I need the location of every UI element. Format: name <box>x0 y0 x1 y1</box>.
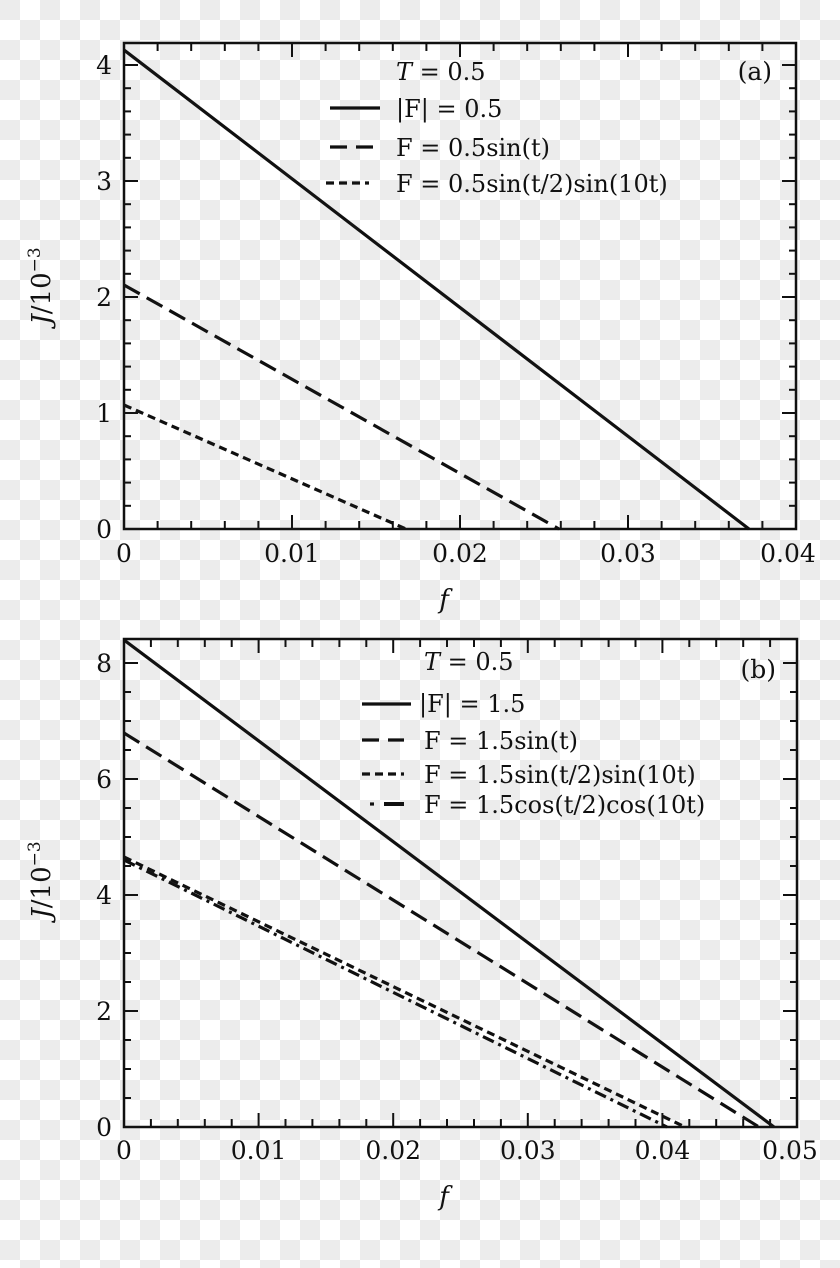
legend-item: F = 0.5sin(t) <box>396 134 550 162</box>
legend-item: F = 0.5sin(t/2)sin(10t) <box>396 170 668 198</box>
panel-b-frame <box>122 637 799 1129</box>
panel-a-y-ticks <box>124 64 796 507</box>
y-tick-label: 2 <box>96 997 112 1026</box>
x-tick-label: 0.05 <box>762 1136 818 1165</box>
legend-item: |F| = 1.5 <box>419 690 525 719</box>
legend-item: F = 1.5cos(t/2)cos(10t) <box>424 791 705 819</box>
x-tick-label: 0.02 <box>365 1136 421 1165</box>
series-solid <box>123 638 775 1129</box>
series-dashed <box>123 731 760 1129</box>
panel-b-tag: (b) <box>740 655 776 684</box>
series-dash-dot <box>123 858 668 1129</box>
y-tick-label: 2 <box>96 283 112 312</box>
panel-a-x-axis-label: f <box>437 585 453 615</box>
panel-b-series <box>123 638 775 1129</box>
x-tick-label: 0.03 <box>600 539 656 568</box>
x-tick-label: 0.01 <box>231 1136 287 1165</box>
x-tick-label: 0.03 <box>500 1136 556 1165</box>
panel-b-x-ticks <box>149 639 772 1127</box>
panel-a-y-axis-label: J/10−3 <box>25 247 57 329</box>
panel-b-y-axis-label: J/10−3 <box>25 841 57 923</box>
y-tick-label: 3 <box>96 167 112 196</box>
y-tick-label: 1 <box>96 399 112 428</box>
panel-b: 0 0.01 0.02 0.03 0.04 0.05 0 2 4 6 8 f J… <box>25 637 818 1212</box>
legend-header: T = 0.5 <box>396 58 486 86</box>
panel-a-x-ticks <box>123 43 797 529</box>
legend-header: T = 0.5 <box>424 648 514 676</box>
series-dotted <box>123 403 407 531</box>
legend-item: F = 1.5sin(t/2)sin(10t) <box>424 761 696 789</box>
x-tick-label: 0.02 <box>432 539 488 568</box>
series-solid <box>123 48 750 531</box>
y-tick-label: 0 <box>96 1113 112 1142</box>
panel-a-tag: (a) <box>738 57 772 86</box>
panel-a-x-tick-labels: 0 0.01 0.02 0.03 0.04 <box>116 539 816 568</box>
panel-a-series <box>123 48 750 531</box>
y-tick-label: 4 <box>96 51 112 80</box>
series-dashed <box>123 283 560 531</box>
panel-b-legend: T = 0.5 |F| = 1.5 F = 1.5sin(t) F = 1.5s… <box>362 648 776 819</box>
panel-a-legend: T = 0.5 |F| = 0.5 F = 0.5sin(t) F = 0.5s… <box>326 57 772 198</box>
x-tick-label: 0 <box>116 1136 132 1165</box>
x-tick-label: 0.04 <box>635 1136 691 1165</box>
y-tick-label: 0 <box>96 515 112 544</box>
y-tick-label: 8 <box>96 649 112 678</box>
panel-b-y-tick-labels: 0 2 4 6 8 <box>96 649 112 1142</box>
legend-item: |F| = 0.5 <box>396 95 502 124</box>
x-tick-label: 0.01 <box>264 539 320 568</box>
panel-b-x-axis-label: f <box>437 1182 453 1212</box>
y-tick-label: 6 <box>96 765 112 794</box>
panel-b-x-tick-labels: 0 0.01 0.02 0.03 0.04 0.05 <box>116 1136 818 1165</box>
x-tick-label: 0 <box>116 539 132 568</box>
panel-a: 0 0.01 0.02 0.03 0.04 0 1 2 3 4 f J/10−3… <box>25 41 816 615</box>
series-dotted <box>123 855 686 1129</box>
y-tick-label: 4 <box>96 881 112 910</box>
panel-a-y-tick-labels: 0 1 2 3 4 <box>96 51 112 544</box>
panel-b-y-ticks <box>124 662 797 1099</box>
legend-item: F = 1.5sin(t) <box>424 727 578 755</box>
x-tick-label: 0.04 <box>760 539 816 568</box>
